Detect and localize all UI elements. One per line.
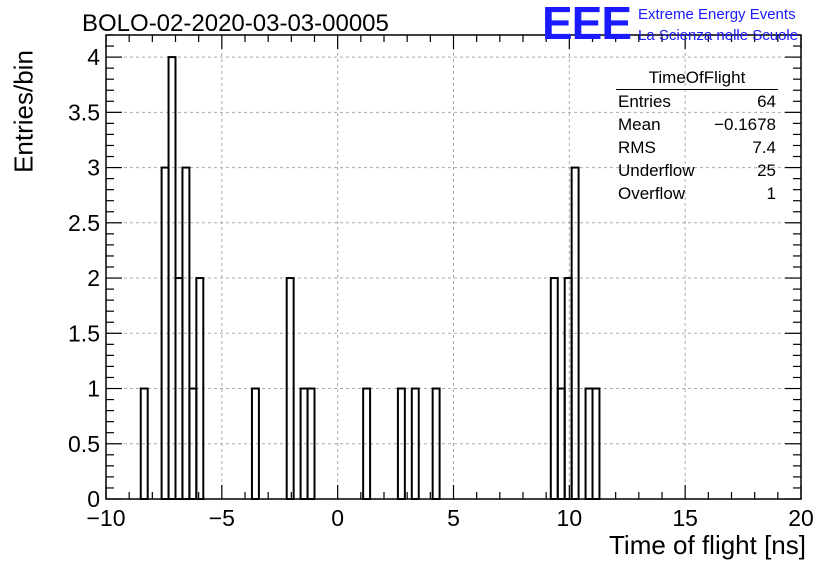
logo-line2: La Scienza nelle Scuole [638,27,799,44]
y-tick-label: 3 [87,155,100,181]
stat-value: 64 [757,92,776,111]
stats-box: TimeOfFlight Entries 64 Mean −0.1678 RMS… [610,68,778,205]
stat-value: 25 [757,161,776,180]
y-tick-label: 2 [87,265,100,291]
y-tick-label: 1 [87,376,100,402]
stat-label: Entries [618,92,671,111]
stat-value: 7.4 [752,138,776,157]
y-tick-label: 3.5 [68,99,100,125]
stat-value: 1 [766,184,776,203]
stat-row-underflow: Underflow 25 [610,159,778,182]
x-tick-label: −5 [209,505,235,531]
x-tick-label: 5 [447,505,460,531]
stat-label: Mean [618,115,661,134]
y-tick-label: 0 [87,486,100,512]
y-tick-label: 1.5 [68,320,100,346]
x-tick-label: 15 [672,505,698,531]
x-tick-label: −10 [86,505,125,531]
y-axis-label: Entries/bin [8,50,39,173]
logo-line1: Extreme Energy Events [638,6,796,23]
logo-caption: Extreme Energy Events La Scienza nelle S… [638,4,798,46]
stat-row-entries: Entries 64 [610,90,778,113]
stat-row-rms: RMS 7.4 [610,136,778,159]
x-tick-label: 10 [557,505,583,531]
y-tick-label: 2.5 [68,210,100,236]
stats-title: TimeOfFlight [616,68,778,90]
x-tick-label: 20 [788,505,814,531]
stat-row-overflow: Overflow 1 [610,182,778,205]
stat-label: RMS [618,138,656,157]
x-axis-label: Time of flight [ns] [609,530,806,560]
y-tick-label: 4 [87,44,100,70]
stat-label: Overflow [618,184,686,203]
stat-row-mean: Mean −0.1678 [610,113,778,136]
eee-logo: EEE [542,0,632,49]
stat-label: Underflow [618,161,695,180]
x-tick-label: 0 [331,505,344,531]
chart-title: BOLO-02-2020-03-03-00005 [82,10,389,37]
stat-value: −0.1678 [714,115,776,134]
y-tick-label: 0.5 [68,431,100,457]
